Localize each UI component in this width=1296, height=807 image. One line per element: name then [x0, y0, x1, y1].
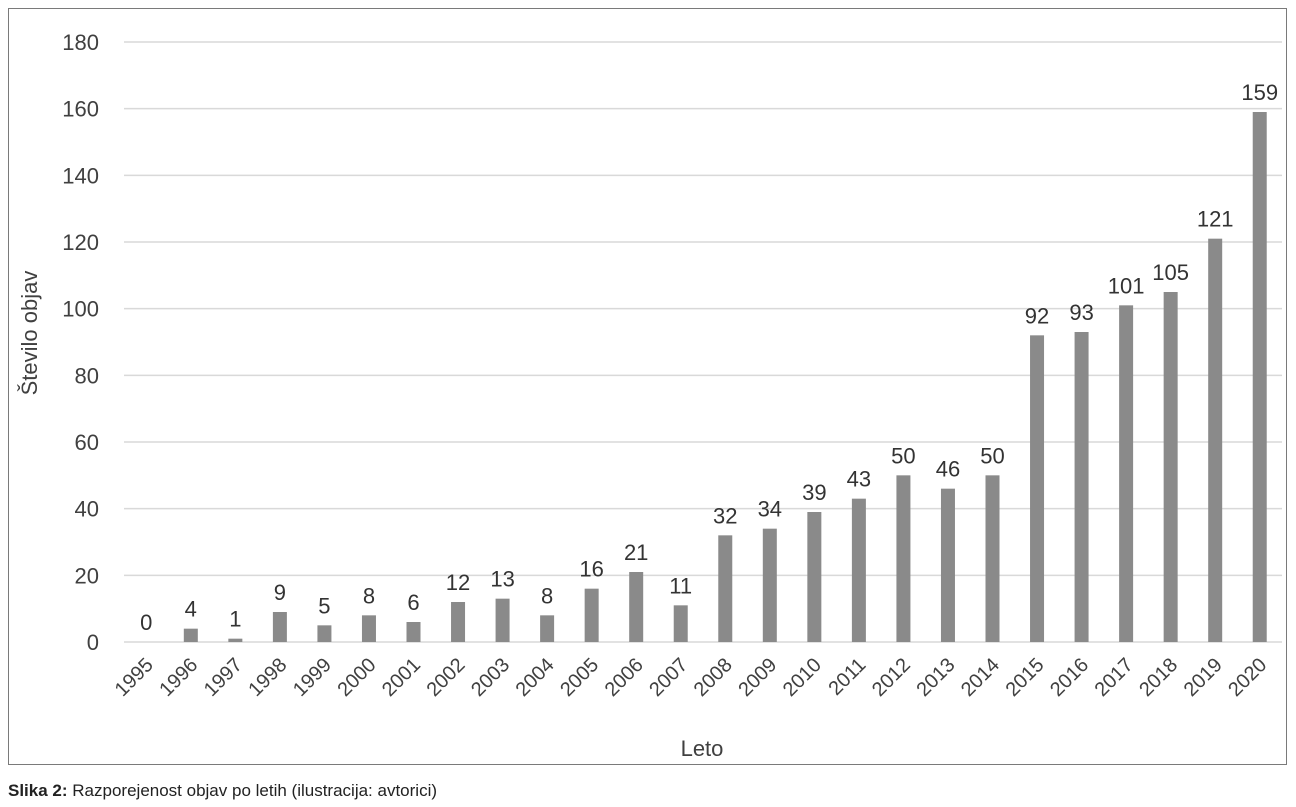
data-label: 16	[579, 557, 603, 582]
bar	[1074, 332, 1089, 642]
x-axis-title: Leto	[681, 736, 724, 761]
bar	[1119, 305, 1134, 642]
y-tick-labels: 0 20 40 60 80 100 120 140 160 180	[62, 30, 99, 655]
bar	[183, 628, 198, 642]
x-tick-label: 2000	[333, 654, 380, 701]
data-label: 101	[1108, 273, 1145, 298]
x-tick-label: 2012	[868, 654, 915, 701]
bar	[584, 588, 599, 642]
data-label: 12	[446, 570, 470, 595]
data-label: 92	[1025, 303, 1049, 328]
chart-frame: 0 4 1 9 5 8 6 12 13 8 16 21 11 32 34 39 43 50 46 50 92 93 101 1…	[8, 8, 1287, 765]
x-tick-label: 2010	[779, 654, 826, 701]
bar	[317, 625, 332, 642]
bar	[1163, 292, 1178, 642]
x-tick-label: 2011	[824, 654, 870, 700]
x-tick-label: 1995	[111, 654, 158, 701]
data-label: 50	[980, 443, 1004, 468]
x-tick-label: 2001	[378, 654, 425, 701]
bar	[495, 598, 510, 642]
x-tick-label: 1998	[244, 654, 291, 701]
bar	[673, 605, 688, 642]
y-tick-label: 140	[62, 163, 99, 188]
bar	[540, 615, 555, 642]
data-label: 5	[318, 593, 330, 618]
y-axis-title: Število objav	[17, 271, 42, 396]
data-label: 34	[758, 497, 782, 522]
y-tick-label: 100	[62, 297, 99, 322]
data-label: 43	[847, 467, 871, 492]
x-tick-label: 2018	[1135, 654, 1182, 701]
x-tick-label: 1996	[155, 654, 202, 701]
x-tick-label: 2008	[690, 654, 737, 701]
bar	[228, 638, 243, 642]
x-tick-label: 2007	[645, 654, 692, 701]
data-label: 21	[624, 540, 648, 565]
bar	[940, 488, 955, 642]
caption-label: Slika 2:	[8, 781, 68, 800]
bar	[1208, 238, 1223, 642]
x-tick-label: 2017	[1091, 654, 1138, 701]
data-label: 13	[490, 567, 514, 592]
bar	[272, 612, 287, 642]
bar	[406, 622, 421, 642]
bar	[985, 475, 1000, 642]
y-tick-label: 180	[62, 30, 99, 55]
y-tick-label: 160	[62, 97, 99, 122]
y-tick-label: 40	[75, 497, 99, 522]
y-tick-label: 20	[75, 563, 99, 588]
data-label: 6	[407, 590, 419, 615]
data-label: 32	[713, 503, 737, 528]
data-label: 8	[541, 583, 553, 608]
x-tick-label: 2019	[1180, 654, 1227, 701]
data-labels: 0 4 1 9 5 8 6 12 13 8 16 21 11 32 34 39 43 50 46 50 92 93 101 1…	[140, 80, 1278, 635]
x-tick-label: 2002	[423, 654, 470, 701]
bar	[851, 498, 866, 642]
figure-caption: Slika 2: Razporejenost objav po letih (i…	[8, 781, 437, 801]
bar	[896, 475, 911, 642]
data-label: 0	[140, 610, 152, 635]
x-tick-label: 2004	[512, 654, 559, 701]
y-tick-label: 60	[75, 430, 99, 455]
data-label: 93	[1069, 300, 1093, 325]
y-tick-label: 0	[87, 630, 99, 655]
x-tick-label: 2009	[734, 654, 781, 701]
bar	[807, 512, 822, 642]
bar-chart: 0 4 1 9 5 8 6 12 13 8 16 21 11 32 34 39 43 50 46 50 92 93 101 1…	[17, 30, 1282, 761]
data-label: 8	[363, 583, 375, 608]
x-tick-label: 2003	[467, 654, 514, 701]
y-tick-label: 120	[62, 230, 99, 255]
data-label: 105	[1152, 260, 1189, 285]
x-tick-label: 2016	[1046, 654, 1093, 701]
data-label: 50	[891, 443, 915, 468]
y-tick-label: 80	[75, 363, 99, 388]
x-tick-label: 2020	[1224, 654, 1271, 701]
x-tick-label: 1997	[200, 654, 247, 701]
data-label: 9	[274, 580, 286, 605]
bars	[183, 112, 1267, 642]
bar	[629, 572, 644, 642]
data-label: 39	[802, 480, 826, 505]
x-tick-labels: 1995199619971998199920002001200220032004…	[111, 654, 1271, 701]
bar	[1252, 112, 1267, 642]
bar	[762, 528, 777, 642]
data-label: 1	[229, 607, 241, 632]
x-tick-label: 2015	[1002, 654, 1049, 701]
bar	[361, 615, 376, 642]
data-label: 11	[669, 573, 692, 598]
bar	[1030, 335, 1045, 642]
caption-text: Razporejenost objav po letih (ilustracij…	[72, 781, 438, 800]
data-label: 121	[1197, 207, 1234, 232]
x-tick-label: 1999	[289, 654, 336, 701]
bar	[718, 535, 733, 642]
x-tick-label: 2013	[912, 654, 959, 701]
bar	[451, 602, 466, 642]
data-label: 46	[936, 457, 960, 482]
data-label: 159	[1241, 80, 1278, 105]
grid-lines	[124, 41, 1282, 643]
data-label: 4	[185, 597, 197, 622]
x-tick-label: 2014	[957, 654, 1004, 701]
x-tick-label: 2006	[601, 654, 648, 701]
x-tick-label: 2005	[556, 654, 603, 701]
